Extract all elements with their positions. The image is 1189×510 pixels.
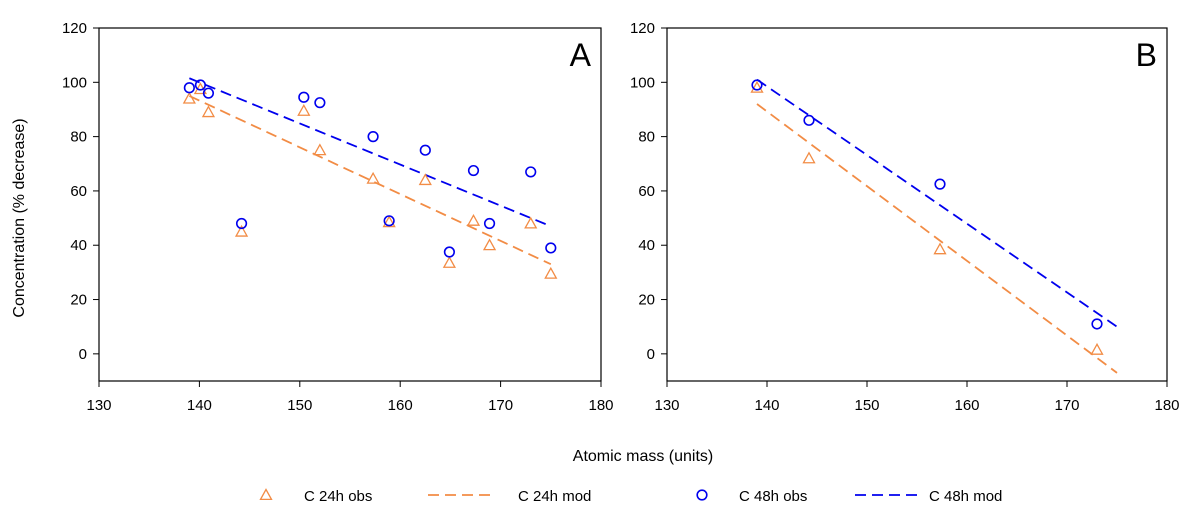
x-tick-label: 160	[388, 397, 413, 414]
x-tick-label: 150	[854, 397, 879, 414]
legend-c-48h-mod-label: C 48h mod	[929, 488, 1002, 505]
x-tick-label: 140	[187, 397, 212, 414]
data-point-c-24h-obs	[366, 171, 380, 184]
data-point-c-48h-obs	[367, 131, 379, 143]
data-point-c-48h-obs	[467, 164, 480, 177]
data-point-c-48h-obs	[194, 79, 207, 91]
y-tick-label: 0	[647, 346, 655, 363]
data-point-c-48h-obs	[298, 91, 310, 103]
panel-b-label: B	[1136, 37, 1157, 73]
data-point-c-24h-obs	[382, 215, 396, 228]
y-tick-label: 120	[630, 20, 655, 37]
x-tick-label: 140	[754, 397, 779, 414]
data-point-c-24h-obs	[933, 242, 947, 255]
x-tick-label: 130	[86, 397, 111, 414]
data-point-c-48h-obs	[183, 82, 195, 94]
y-tick-label: 120	[62, 20, 87, 37]
data-point-c-24h-obs	[750, 80, 764, 93]
data-point-c-48h-obs	[751, 79, 763, 91]
y-tick-label: 0	[79, 346, 87, 363]
y-tick-label: 40	[70, 237, 87, 254]
y-tick-label: 40	[638, 237, 655, 254]
y-tick-label: 60	[70, 183, 87, 200]
x-tick-label: 180	[1154, 397, 1179, 414]
data-point-c-48h-obs	[443, 246, 455, 258]
y-tick-label: 100	[62, 74, 87, 91]
x-tick-label: 130	[654, 397, 679, 414]
model-line-c-48h-mod	[756, 78, 1118, 328]
data-point-c-24h-obs	[297, 103, 311, 116]
panel-b: 0 20 40 60 80 100 120 130 140 150 160 170 180 B	[630, 20, 1180, 414]
legend: C 24h obs C 24h mod C 48h obs C 48h mod	[259, 488, 1002, 505]
data-point-c-24h-obs	[802, 151, 816, 164]
data-point-c-48h-obs	[419, 144, 431, 156]
model-line-c-24h-mod	[188, 95, 552, 266]
data-point-c-48h-obs	[934, 178, 946, 190]
data-point-c-24h-obs	[466, 213, 481, 226]
data-point-c-24h-obs	[201, 105, 216, 118]
x-tick-label: 170	[1054, 397, 1079, 414]
x-tick-label: 170	[488, 397, 513, 414]
data-point-c-48h-obs	[383, 215, 395, 227]
y-tick-label: 80	[70, 129, 87, 146]
x-tick-label: 160	[954, 397, 979, 414]
model-line-c-48h-mod	[189, 77, 552, 228]
data-point-c-24h-obs	[418, 173, 432, 186]
data-point-c-48h-obs	[314, 97, 326, 109]
data-point-c-48h-obs	[483, 217, 496, 230]
data-point-c-24h-obs	[1090, 342, 1104, 355]
x-tick-label: 180	[588, 397, 613, 414]
legend-c-48h-obs-symbol	[696, 489, 708, 501]
x-tick-label: 150	[287, 397, 312, 414]
legend-c-24h-obs-label: C 24h obs	[304, 488, 372, 505]
y-tick-label: 100	[630, 74, 655, 91]
data-point-c-48h-obs	[803, 114, 815, 126]
data-point-c-48h-obs	[545, 242, 557, 254]
data-point-c-24h-obs	[442, 256, 457, 268]
legend-c-48h-obs-label: C 48h obs	[739, 488, 807, 505]
legend-c-24h-obs-symbol	[259, 488, 273, 501]
plot-frame	[98, 27, 602, 382]
y-tick-label: 20	[638, 292, 655, 309]
data-point-c-48h-obs	[235, 217, 248, 230]
data-point-c-48h-obs	[525, 166, 537, 178]
x-axis-title: Atomic mass (units)	[573, 448, 713, 465]
y-tick-label: 80	[638, 129, 655, 146]
data-point-c-24h-obs	[313, 143, 327, 156]
data-point-c-48h-obs	[202, 87, 215, 99]
y-tick-label: 60	[638, 183, 655, 200]
y-tick-label: 20	[70, 292, 87, 309]
data-point-c-24h-obs	[234, 224, 249, 237]
data-point-c-24h-obs	[482, 238, 497, 251]
data-point-c-24h-obs	[524, 216, 538, 229]
data-point-c-24h-obs	[182, 91, 196, 104]
panel-a: 0 20 40 60 80 100 120 130 140 150 160 170 180 A	[62, 20, 614, 414]
data-point-c-48h-obs	[1091, 318, 1103, 330]
data-point-c-24h-obs	[544, 266, 558, 279]
panel-a-label: A	[570, 37, 592, 73]
y-axis-title: Concentration (% decrease)	[11, 118, 28, 317]
model-line-c-24h-mod	[756, 103, 1118, 374]
plot-frame	[666, 27, 1168, 382]
legend-c-24h-mod-label: C 24h mod	[518, 488, 591, 505]
